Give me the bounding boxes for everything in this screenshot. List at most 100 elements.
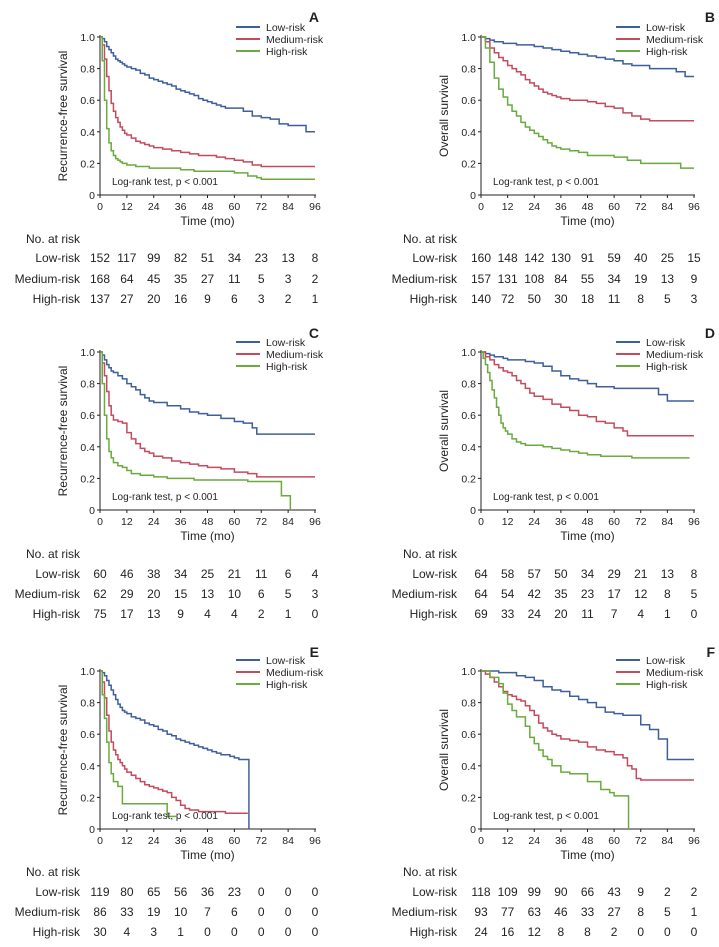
risk-cell: 11: [255, 567, 268, 581]
risk-cell: 19: [634, 272, 648, 286]
risk-cell: 7: [204, 905, 211, 919]
series-line-low: [100, 351, 315, 435]
risk-cell: 23: [255, 251, 269, 265]
risk-cell: 0: [691, 607, 698, 621]
y-tick-label: 0.6: [80, 95, 95, 107]
risk-cell: 13: [281, 251, 295, 265]
y-axis-label: Recurrence-free survival: [56, 366, 70, 497]
risk-row-label: High-risk: [33, 607, 81, 621]
y-tick-label: 0: [89, 190, 95, 202]
x-tick-label: 72: [255, 516, 267, 528]
risk-row-label: Low-risk: [412, 885, 458, 899]
risk-cell: 75: [93, 607, 107, 621]
y-tick-label: 1.0: [461, 666, 476, 678]
x-tick-label: 72: [255, 201, 267, 213]
risk-cell: 0: [258, 925, 265, 939]
risk-cell: 25: [201, 567, 215, 581]
risk-cell: 5: [664, 905, 671, 919]
y-tick-label: 0: [470, 190, 476, 202]
risk-cell: 62: [93, 587, 107, 601]
risk-cell: 142: [524, 251, 544, 265]
risk-cell: 160: [471, 251, 491, 265]
risk-cell: 29: [607, 567, 621, 581]
risk-cell: 21: [228, 567, 242, 581]
y-tick-label: 1.0: [80, 347, 95, 359]
x-tick-label: 12: [502, 835, 514, 847]
x-tick-label: 48: [202, 516, 214, 528]
x-tick-label: 0: [97, 201, 103, 213]
legend-label-low: Low-risk: [646, 655, 686, 667]
y-tick-label: 1.0: [461, 32, 476, 44]
risk-cell: 117: [117, 251, 136, 265]
risk-cell: 84: [554, 272, 568, 286]
x-tick-label: 96: [309, 201, 321, 213]
risk-cell: 86: [93, 905, 107, 919]
risk-cell: 5: [285, 587, 292, 601]
logrank-annotation: Log-rank test, p < 0.001: [493, 492, 599, 503]
y-axis-label: Overall survival: [437, 75, 451, 157]
risk-cell: 1: [664, 607, 671, 621]
series-line-high: [100, 670, 177, 818]
risk-cell: 5: [664, 292, 671, 306]
series-line-medium: [100, 36, 315, 168]
y-tick-label: 0.4: [461, 761, 476, 773]
risk-row-label: Medium-risk: [392, 905, 458, 919]
series-line-low: [481, 36, 694, 78]
x-tick-label: 0: [97, 835, 103, 847]
x-tick-label: 72: [635, 835, 647, 847]
risk-cell: 10: [228, 587, 242, 601]
y-tick-label: 0: [89, 824, 95, 836]
risk-cell: 66: [581, 885, 595, 899]
risk-row-label: High-risk: [410, 607, 458, 621]
y-tick-label: 0.4: [80, 127, 95, 139]
risk-cell: 54: [501, 587, 515, 601]
y-tick-label: 0.6: [461, 729, 476, 741]
y-axis-label: Recurrence-free survival: [56, 685, 70, 816]
legend-label-medium: Medium-risk: [646, 349, 704, 361]
risk-cell: 20: [147, 587, 161, 601]
risk-cell: 109: [498, 885, 518, 899]
x-axis-label: Time (mo): [180, 529, 234, 543]
risk-cell: 69: [474, 607, 488, 621]
y-axis-label: Overall survival: [437, 709, 451, 791]
y-tick-label: 0.8: [80, 64, 95, 76]
y-tick-label: 0.2: [461, 473, 476, 485]
x-tick-label: 24: [148, 835, 160, 847]
risk-row-label: Low-risk: [35, 567, 81, 581]
risk-cell: 9: [691, 272, 698, 286]
x-tick-label: 36: [175, 516, 187, 528]
risk-cell: 34: [581, 567, 595, 581]
risk-cell: 25: [661, 251, 675, 265]
x-tick-label: 60: [229, 835, 241, 847]
risk-table-header: No. at risk: [403, 547, 458, 561]
legend-label-high: High-risk: [266, 679, 308, 691]
risk-cell: 8: [312, 251, 319, 265]
risk-cell: 23: [228, 885, 242, 899]
risk-table-header: No. at risk: [26, 865, 81, 879]
risk-cell: 33: [581, 905, 595, 919]
risk-cell: 93: [474, 905, 488, 919]
y-tick-label: 0.4: [461, 442, 476, 454]
y-axis-label: Overall survival: [437, 390, 451, 472]
risk-cell: 99: [147, 251, 161, 265]
series-line-medium: [481, 351, 694, 437]
risk-row-label: Medium-risk: [15, 905, 81, 919]
risk-cell: 148: [498, 251, 518, 265]
x-tick-label: 60: [608, 516, 620, 528]
risk-cell: 6: [231, 905, 238, 919]
x-tick-label: 36: [175, 835, 187, 847]
risk-cell: 13: [201, 587, 215, 601]
risk-cell: 77: [501, 905, 515, 919]
x-tick-label: 36: [175, 201, 187, 213]
x-tick-label: 84: [662, 516, 674, 528]
risk-cell: 6: [231, 292, 238, 306]
risk-cell: 51: [201, 251, 215, 265]
risk-cell: 64: [120, 272, 134, 286]
risk-cell: 2: [691, 885, 698, 899]
logrank-annotation: Log-rank test, p < 0.001: [112, 177, 218, 188]
y-tick-label: 0: [470, 505, 476, 517]
risk-cell: 58: [501, 567, 515, 581]
